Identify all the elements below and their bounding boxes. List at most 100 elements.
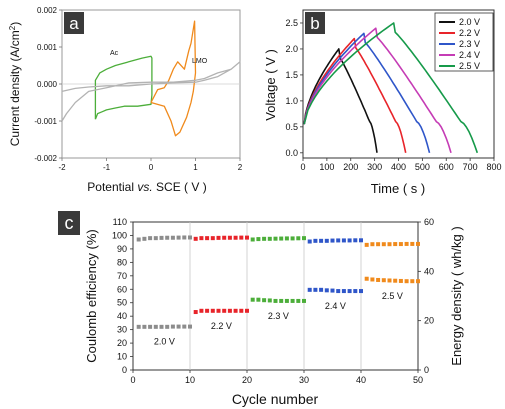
efficiency-point	[330, 238, 335, 243]
ticks-c: 0 10 20 30 40 5001020304050607080901001100204…	[112, 217, 434, 385]
efficiency-point	[359, 238, 363, 243]
efficiency-point	[176, 235, 181, 240]
y-tick-label-c: 90	[117, 244, 127, 254]
energy-point	[188, 324, 192, 329]
panel-b: 0 100 200 300 400 500 600 700 800 0.0 0.5 1.0 1.5 2.0…	[263, 9, 502, 196]
x-tick-label-c: 10	[185, 375, 195, 385]
efficiency-point	[376, 242, 381, 247]
energy-point	[376, 277, 381, 282]
x-tick-label-c: 20	[242, 375, 252, 385]
legend-b: 2.0 V2.2 V2.3 V2.4 V2.5 V	[434, 12, 494, 72]
x-tick-label-b: 700	[463, 162, 478, 172]
group-label-c: 2.3 V	[268, 311, 289, 321]
x-tick-label-a: 0	[149, 163, 154, 172]
efficiency-point	[267, 236, 272, 241]
panel-label-b: b	[310, 14, 319, 33]
efficiency-point	[319, 238, 324, 243]
y-tick-label-c: 30	[117, 325, 127, 335]
efficiency-point	[416, 241, 420, 246]
energy-point	[170, 324, 175, 329]
ticks-a: -2 -1 0 1 2 0.002 0.001 0.000 -0.001 -0.002	[34, 6, 242, 172]
y-tick-label-c: 20	[117, 338, 127, 348]
series-c	[136, 235, 420, 329]
energy-point	[256, 297, 261, 302]
efficiency-point	[336, 238, 341, 243]
x-tick-label-c: 40	[356, 375, 366, 385]
efficiency-point	[148, 236, 153, 241]
efficiency-point	[210, 236, 215, 241]
x-tick-label-a: 2	[238, 163, 243, 172]
panel-badge-b	[305, 12, 325, 34]
energy-point	[393, 278, 398, 283]
energy-point	[193, 310, 198, 315]
energy-point	[279, 298, 284, 303]
energy-point	[290, 298, 295, 303]
energy-point	[302, 298, 306, 303]
panel-c: 0 10 20 30 40 5001020304050607080901001100204…	[58, 211, 464, 407]
energy-point	[416, 279, 420, 284]
x-tick-label-b: 0	[300, 162, 305, 172]
energy-point	[227, 308, 232, 313]
y-tick-label-c: 80	[117, 257, 127, 267]
y-tick-label-a: 0.000	[37, 80, 58, 89]
series-a	[61, 20, 241, 137]
legend-label-b: 2.4 V	[459, 50, 480, 60]
series-line-a-2	[61, 61, 241, 122]
efficiency-point	[216, 235, 221, 240]
energy-point	[359, 289, 363, 294]
efficiency-point	[410, 241, 415, 246]
x-tick-label-c: 50	[413, 375, 423, 385]
energy-point	[153, 324, 158, 329]
energy-point	[347, 289, 352, 294]
y-tick-label-a: 0.001	[37, 43, 58, 52]
efficiency-point	[284, 236, 289, 241]
energy-point	[330, 288, 335, 293]
efficiency-point	[233, 235, 238, 240]
y-tick-label-c: 10	[117, 352, 127, 362]
efficiency-point	[393, 242, 398, 247]
y-tick-label-c: 70	[117, 271, 127, 281]
energy-point	[165, 324, 170, 329]
x-axis-label-a: Potential vs. SCE ( V )	[87, 180, 206, 194]
energy-point	[245, 308, 249, 313]
efficiency-point	[245, 235, 249, 240]
y-axis-label-c: Coulomb efficiency (%)	[84, 229, 99, 362]
y2-tick-label-c: 40	[424, 266, 434, 276]
group-label-c: 2.5 V	[382, 291, 403, 301]
efficiency-point	[170, 235, 175, 240]
x-tick-label-b: 100	[319, 162, 334, 172]
energy-point	[148, 324, 153, 329]
energy-point	[136, 324, 141, 329]
legend-label-b: 2.3 V	[459, 39, 480, 49]
energy-point	[250, 297, 255, 302]
efficiency-point	[296, 236, 301, 241]
energy-point	[319, 287, 324, 292]
energy-point	[182, 324, 187, 329]
efficiency-point	[341, 238, 346, 243]
x-tick-label-a: 1	[193, 163, 198, 172]
efficiency-point	[290, 236, 295, 241]
x-axis-label-c: Cycle number	[232, 391, 319, 407]
y-tick-label-c: 110	[113, 217, 127, 227]
ticks-b: 0 100 200 300 400 500 600 700 800 0.0 0.5 1.0 1.5 2.0…	[285, 18, 501, 172]
energy-point	[364, 276, 369, 281]
x-tick-label-c: 0	[130, 375, 135, 385]
x-axis-label-b: Time ( s )	[371, 181, 425, 196]
annotation-lmo: LMO	[192, 58, 208, 65]
x-tick-label-c: 30	[299, 375, 309, 385]
energy-point	[336, 289, 341, 294]
energy-point	[262, 298, 267, 303]
energy-point	[353, 289, 358, 294]
series-line-b-4	[303, 22, 479, 154]
y2-tick-label-c: 20	[424, 316, 434, 326]
x-tick-label-b: 800	[486, 162, 501, 172]
x-tick-label-b: 400	[391, 162, 406, 172]
efficiency-point	[142, 236, 147, 241]
efficiency-point	[398, 242, 403, 247]
y-tick-label-c: 50	[117, 298, 127, 308]
efficiency-point	[159, 235, 164, 240]
x-tick-label-b: 300	[367, 162, 382, 172]
y-tick-label-b: 0.5	[285, 122, 298, 132]
efficiency-point	[387, 242, 392, 247]
